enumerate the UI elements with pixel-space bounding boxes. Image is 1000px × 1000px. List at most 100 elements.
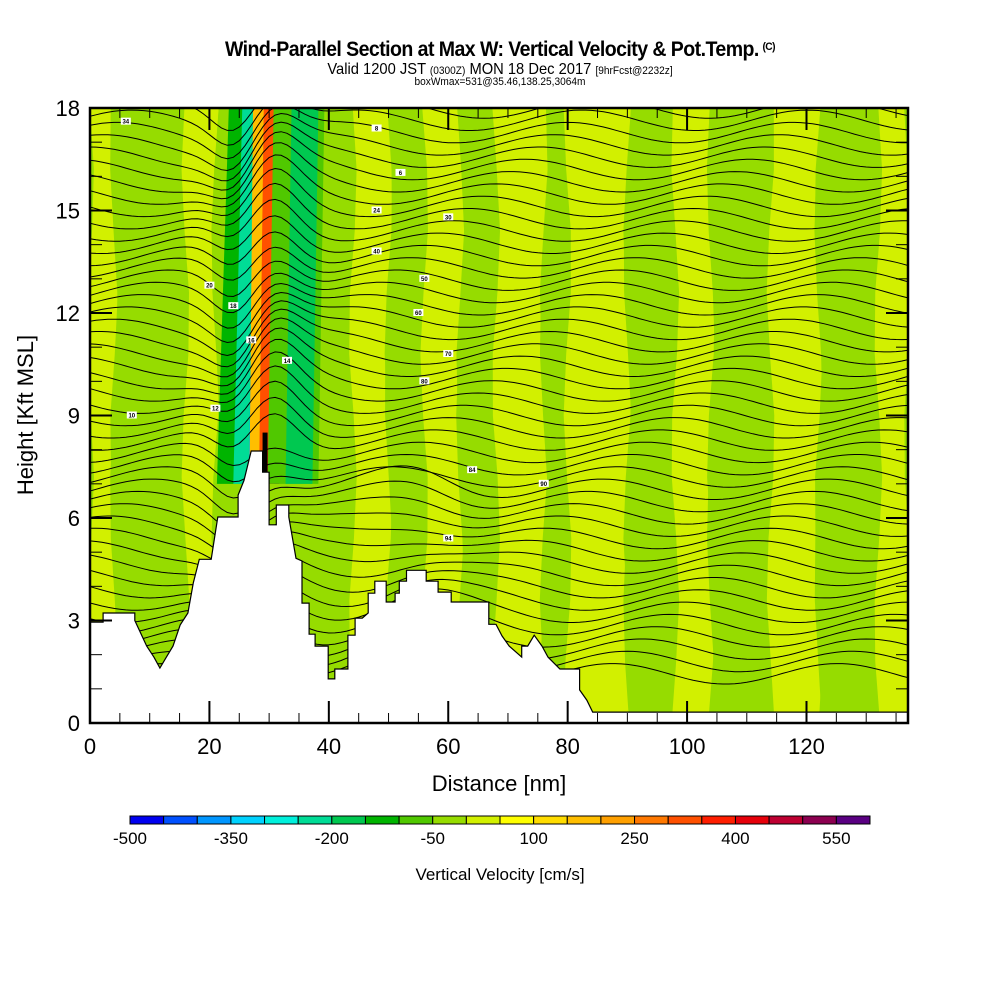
theta-contour bbox=[90, 465, 908, 515]
theta-contour bbox=[90, 231, 908, 267]
contour-label: 80 bbox=[419, 377, 430, 385]
wave-band-lee-down-core bbox=[285, 108, 319, 484]
colorbar: -500 -350 -200 -50 100 250 400 550 bbox=[113, 815, 871, 848]
contour-label-bg bbox=[467, 466, 478, 474]
contour-label: 18 bbox=[228, 302, 239, 310]
contour-label: 94 bbox=[443, 534, 454, 543]
contour-label-text: 30 bbox=[445, 215, 452, 221]
colorbar-box bbox=[129, 815, 165, 825]
colorbar-box bbox=[701, 815, 736, 825]
theta-contour bbox=[90, 282, 908, 329]
theta-contour bbox=[90, 198, 908, 242]
colorbar-box bbox=[768, 815, 804, 825]
y-axis-title: Height [Kft MSL] bbox=[13, 335, 38, 495]
contour-label-bg bbox=[443, 213, 454, 221]
boxwmax-info: boxWmax=531@35.46,138.25,3064m bbox=[414, 76, 586, 88]
contour-label-text: 60 bbox=[415, 311, 422, 317]
theta-contour bbox=[90, 365, 908, 414]
theta-contour bbox=[90, 453, 908, 483]
theta-contour bbox=[90, 351, 908, 404]
colorbar-box bbox=[264, 815, 299, 825]
contour-label-text: 18 bbox=[230, 304, 237, 310]
contour-label-bg bbox=[371, 206, 382, 214]
colorbar-box bbox=[465, 815, 501, 825]
colorbar-box bbox=[297, 815, 333, 825]
x-tick-label: 100 bbox=[669, 734, 706, 759]
theta-contour bbox=[90, 300, 908, 357]
valid-utc: (0300Z) bbox=[429, 65, 466, 77]
colorbar-box bbox=[600, 815, 636, 825]
theta-contour bbox=[90, 260, 908, 298]
colorbar-box bbox=[533, 815, 568, 825]
colorbar-box bbox=[499, 815, 535, 825]
colorbar-box bbox=[432, 815, 467, 825]
theta-contour bbox=[90, 413, 908, 451]
contour-label: 8 bbox=[371, 124, 382, 133]
theta-contour bbox=[90, 327, 908, 387]
field-band bbox=[671, 108, 715, 723]
x-tick-label: 40 bbox=[317, 734, 341, 759]
field-band bbox=[456, 108, 500, 723]
colorbar-tick-label: -50 bbox=[420, 829, 445, 848]
y-tick-label: 0 bbox=[68, 711, 80, 736]
contour-label-bg bbox=[210, 404, 221, 412]
colorbar-tick-label: 550 bbox=[822, 829, 850, 848]
colorbar-tick-label: 250 bbox=[620, 829, 648, 848]
valid-date: MON 18 Dec 2017 bbox=[469, 61, 592, 78]
theta-contour bbox=[90, 112, 908, 172]
contour-label-bg bbox=[413, 309, 424, 316]
x-tick-label: 0 bbox=[84, 734, 96, 759]
theta-contour bbox=[90, 338, 908, 395]
theta-contour bbox=[90, 441, 908, 467]
y-tick-label: 3 bbox=[68, 609, 80, 634]
contour-label-text: 24 bbox=[373, 209, 380, 215]
contour-label: 60 bbox=[413, 309, 424, 317]
contour-label-bg bbox=[419, 274, 430, 282]
contour-label-bg bbox=[246, 336, 257, 344]
colorbar-box bbox=[398, 815, 434, 825]
field-band bbox=[766, 108, 823, 723]
colorbar-tick-label: -500 bbox=[113, 829, 147, 848]
contour-label-text: 20 bbox=[206, 284, 213, 290]
theta-contour bbox=[90, 167, 908, 218]
colorbar-tick-label: 400 bbox=[721, 829, 749, 848]
colorbar-box bbox=[566, 815, 602, 825]
contour-label: 40 bbox=[371, 247, 382, 256]
field-band bbox=[539, 108, 572, 723]
theta-contour bbox=[90, 108, 908, 131]
forecast-info: [9hrFcst@2232z] bbox=[595, 65, 673, 77]
field-band bbox=[563, 108, 632, 723]
contour-label-bg bbox=[443, 534, 454, 542]
contour-label-bg bbox=[371, 247, 382, 255]
contour-label: 16 bbox=[246, 336, 257, 344]
contour-label: 6 bbox=[395, 168, 406, 177]
contour-label-text: 10 bbox=[128, 414, 135, 420]
field-band bbox=[706, 108, 775, 723]
colorbar-box bbox=[364, 815, 400, 825]
contour-label-bg bbox=[282, 356, 293, 364]
field-band bbox=[349, 108, 393, 723]
contour-label-text: 12 bbox=[212, 407, 219, 413]
contour-label: 50 bbox=[419, 274, 430, 283]
contour-label-bg bbox=[443, 350, 454, 357]
colorbar-tick-label: 100 bbox=[519, 829, 547, 848]
colorbar-box bbox=[667, 815, 703, 825]
theta-contour bbox=[90, 108, 908, 146]
contour-label-bg bbox=[204, 281, 215, 289]
field-band bbox=[623, 108, 679, 723]
copyright-mark: (C) bbox=[762, 41, 776, 53]
contour-label-bg bbox=[228, 302, 239, 310]
y-tick-label: 15 bbox=[56, 199, 80, 224]
chart-subtitle: Valid 1200 JST (0300Z) MON 18 Dec 2017 [… bbox=[40, 61, 960, 79]
colorbar-box bbox=[230, 815, 266, 825]
theta-contour bbox=[90, 396, 908, 439]
contour-label: 30 bbox=[443, 213, 454, 221]
contour-label: 14 bbox=[282, 356, 293, 365]
contour-label: 24 bbox=[371, 206, 382, 215]
colorbar-box bbox=[802, 815, 837, 825]
colorbar-box bbox=[734, 815, 770, 825]
y-tick-label: 18 bbox=[56, 96, 80, 121]
theta-contour bbox=[90, 215, 908, 255]
colorbar-title: Vertical Velocity [cm/s] bbox=[415, 865, 584, 884]
theta-contour bbox=[90, 154, 908, 208]
